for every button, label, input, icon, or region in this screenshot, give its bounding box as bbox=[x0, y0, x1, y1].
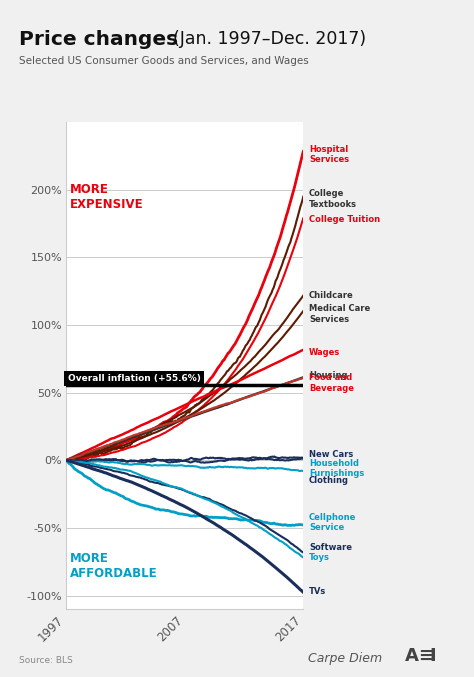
Text: College
Textbooks: College Textbooks bbox=[309, 190, 357, 209]
Text: Software: Software bbox=[309, 542, 352, 552]
Text: Hospital
Services: Hospital Services bbox=[309, 145, 349, 164]
Text: I: I bbox=[429, 647, 436, 665]
Text: Overall inflation (+55.6%): Overall inflation (+55.6%) bbox=[68, 374, 201, 383]
Text: New Cars: New Cars bbox=[309, 450, 353, 460]
Text: Housing: Housing bbox=[309, 370, 347, 380]
Text: (Jan. 1997–Dec. 2017): (Jan. 1997–Dec. 2017) bbox=[173, 30, 366, 49]
Text: Cellphone
Service: Cellphone Service bbox=[309, 513, 356, 532]
Text: Clothing: Clothing bbox=[309, 476, 349, 485]
Text: Toys: Toys bbox=[309, 553, 330, 563]
Text: Medical Care
Services: Medical Care Services bbox=[309, 305, 370, 324]
Text: Food and
Beverage: Food and Beverage bbox=[309, 374, 354, 393]
Text: Household
Furnishings: Household Furnishings bbox=[309, 459, 365, 478]
Text: MORE
AFFORDABLE: MORE AFFORDABLE bbox=[70, 552, 157, 580]
Text: A: A bbox=[405, 647, 419, 665]
Text: Childcare: Childcare bbox=[309, 290, 354, 300]
Text: MORE
EXPENSIVE: MORE EXPENSIVE bbox=[70, 183, 144, 211]
Text: Price changes: Price changes bbox=[19, 30, 178, 49]
Text: Selected US Consumer Goods and Services, and Wages: Selected US Consumer Goods and Services,… bbox=[19, 56, 309, 66]
Text: Wages: Wages bbox=[309, 347, 340, 357]
Text: College Tuition: College Tuition bbox=[309, 215, 380, 224]
Text: Source: BLS: Source: BLS bbox=[19, 656, 73, 665]
Text: Carpe Diem: Carpe Diem bbox=[308, 652, 382, 665]
Text: TVs: TVs bbox=[309, 587, 326, 596]
Text: ≡: ≡ bbox=[418, 647, 433, 665]
